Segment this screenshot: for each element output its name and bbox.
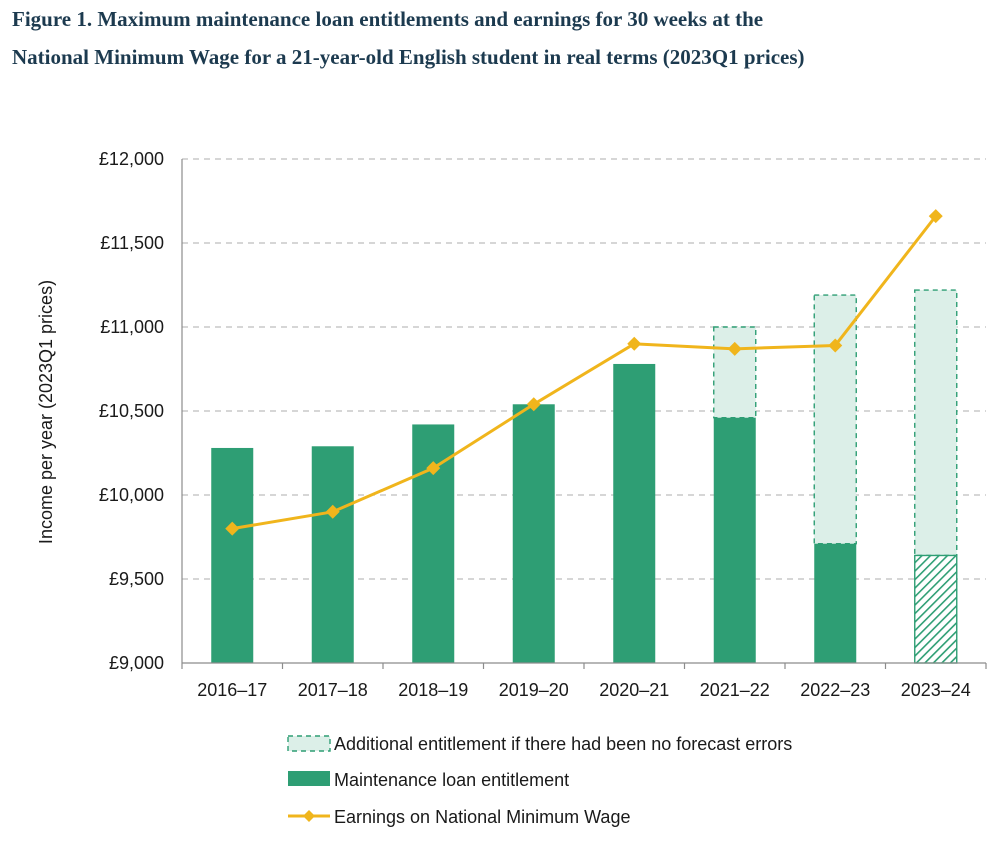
- x-tick-label: 2016–17: [197, 680, 267, 700]
- earnings-series-line: [232, 215, 937, 531]
- legend-label-earnings: Earnings on National Minimum Wage: [334, 807, 630, 827]
- maintenance-loan-bar: [311, 446, 354, 663]
- x-tick-label: 2023–24: [901, 680, 971, 700]
- chart-title-line-1: Figure 1. Maximum maintenance loan entit…: [12, 7, 764, 31]
- y-tick-label: £12,000: [99, 149, 164, 169]
- maintenance-loan-bar: [613, 363, 656, 663]
- legend-swatch-earnings-marker: [303, 810, 315, 822]
- maintenance-loan-bar: [512, 404, 555, 663]
- y-tick-label: £10,000: [99, 485, 164, 505]
- earnings-point: [828, 338, 843, 353]
- additional-entitlement-bar: [713, 326, 757, 419]
- x-axis-tick-labels: 2016–17 2017–18 2018–19 2019–20 2020–21 2021–…: [197, 680, 971, 700]
- earnings-point: [426, 461, 441, 476]
- earnings-point: [727, 341, 742, 356]
- bars: [211, 289, 958, 664]
- y-tick-label: £9,500: [109, 569, 164, 589]
- maintenance-loan-bar: [211, 447, 254, 663]
- legend-swatch-loan: [288, 771, 330, 786]
- earnings-point: [225, 521, 240, 536]
- y-tick-label: £11,500: [100, 233, 164, 253]
- maintenance-loan-bar: [914, 554, 958, 664]
- legend: Additional entitlement if there had been…: [287, 734, 792, 827]
- y-axis-label: Income per year (2023Q1 prices): [36, 280, 56, 544]
- maintenance-loan-bar: [814, 543, 857, 663]
- x-tick-label: 2022–23: [800, 680, 870, 700]
- legend-label-loan: Maintenance loan entitlement: [334, 770, 569, 790]
- y-axis-tick-labels: £9,000 £9,500 £10,000 £10,500 £11,000 £11,500…: [99, 149, 164, 673]
- legend-label-additional: Additional entitlement if there had been…: [334, 734, 792, 754]
- x-tick-label: 2021–22: [700, 680, 770, 700]
- maintenance-loan-bar: [713, 417, 756, 663]
- earnings-point: [526, 397, 541, 412]
- earnings-point: [325, 504, 340, 519]
- x-tick-label: 2020–21: [599, 680, 669, 700]
- x-tick-label: 2018–19: [398, 680, 468, 700]
- earnings-line: [225, 209, 943, 536]
- additional-entitlement-bar: [914, 289, 958, 557]
- chart-title-line-2: National Minimum Wage for a 21-year-old …: [12, 45, 805, 69]
- chart-title: Figure 1. Maximum maintenance loan entit…: [12, 0, 992, 76]
- legend-swatch-additional: [287, 735, 331, 752]
- earnings-point: [928, 209, 943, 224]
- additional-entitlement-bar: [813, 294, 857, 545]
- earnings-point: [627, 336, 642, 351]
- x-tick-label: 2019–20: [499, 680, 569, 700]
- y-tick-label: £11,000: [100, 317, 164, 337]
- y-tick-label: £10,500: [99, 401, 164, 421]
- y-tick-label: £9,000: [109, 653, 164, 673]
- x-axis: [181, 159, 987, 669]
- x-tick-label: 2017–18: [298, 680, 368, 700]
